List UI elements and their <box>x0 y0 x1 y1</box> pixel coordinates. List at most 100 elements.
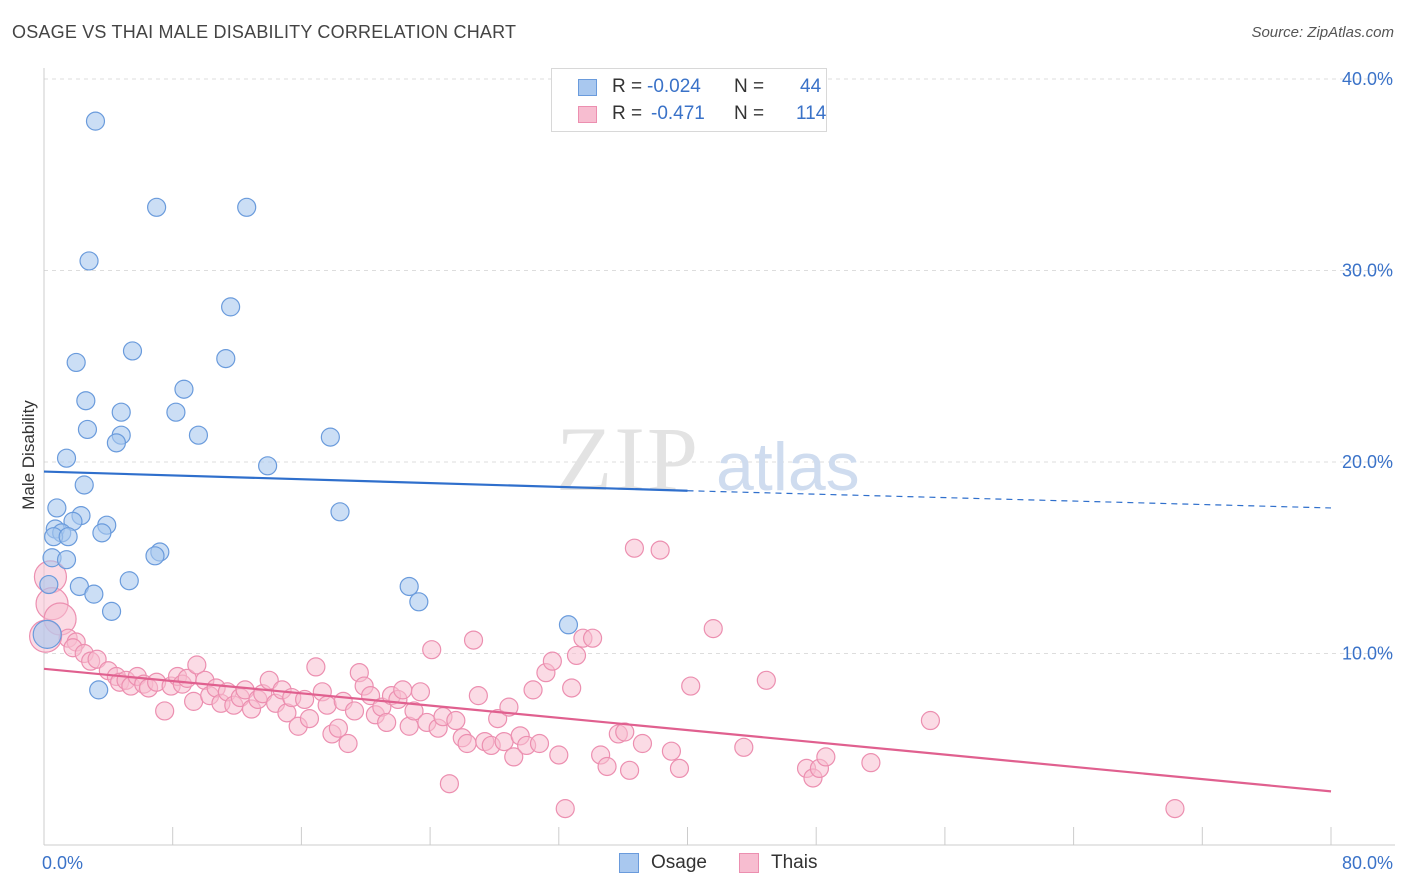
osage-swatch <box>578 79 597 96</box>
y-axis-label: Male Disability <box>19 400 38 510</box>
thais-point <box>504 747 524 767</box>
thais-point <box>582 628 603 648</box>
osage-n-label: N = <box>734 76 765 97</box>
thais-point <box>703 619 723 639</box>
thais-point <box>410 682 431 702</box>
osage-point <box>101 601 122 621</box>
thais-trend-line <box>43 667 1332 793</box>
thais-n-label: N = <box>734 103 765 124</box>
thais-point <box>650 540 670 560</box>
thais-point <box>87 649 107 669</box>
osage-n-value: 44 <box>800 76 822 97</box>
osage-point <box>237 197 257 217</box>
osage-point <box>147 197 167 217</box>
osage-point <box>320 427 340 447</box>
thais-point <box>463 630 484 650</box>
thais-point <box>615 722 635 742</box>
osage-point <box>56 550 77 570</box>
osage-point <box>58 527 78 547</box>
osage-r-value: -0.024 <box>647 76 701 97</box>
thais-point <box>338 733 358 754</box>
thais-legend-label: Thais <box>771 852 818 873</box>
thais-point <box>816 747 836 767</box>
osage-point <box>145 546 165 566</box>
thais-r-label: R = <box>612 103 643 124</box>
osage-point <box>216 348 236 369</box>
osage-series <box>32 111 579 700</box>
osage-point <box>56 448 77 468</box>
y-tick-label: 40.0% <box>1342 69 1393 89</box>
thais-point <box>344 701 365 721</box>
thais-point <box>488 709 508 729</box>
thais-point <box>734 737 754 757</box>
thais-n-value: 114 <box>796 103 827 124</box>
thais-point <box>306 657 326 677</box>
thais-point <box>566 645 587 666</box>
thais-point <box>523 680 543 700</box>
thais-point <box>457 733 477 754</box>
osage-point <box>330 502 350 522</box>
thais-point <box>619 760 640 780</box>
osage-point <box>258 456 278 476</box>
thais-point <box>681 676 701 696</box>
osage-point <box>66 352 86 373</box>
y-tick-label: 10.0% <box>1342 644 1393 664</box>
thais-point <box>756 670 776 690</box>
y-tick-label: 30.0% <box>1342 261 1393 281</box>
osage-point <box>32 619 62 649</box>
x-tick-label-end: 80.0% <box>1342 853 1393 873</box>
thais-point <box>404 701 424 721</box>
thais-point <box>624 538 645 558</box>
thais-point <box>155 701 175 721</box>
osage-point <box>221 297 241 317</box>
osage-point <box>106 433 126 453</box>
thais-point <box>468 686 488 706</box>
thais-point <box>1165 799 1185 819</box>
thais-point <box>632 733 653 754</box>
thais-series <box>29 538 1185 819</box>
chart-source: Source: ZipAtlas.com <box>1251 24 1394 41</box>
thais-point <box>529 733 550 754</box>
thais-point <box>861 753 881 773</box>
osage-point <box>119 571 139 591</box>
osage-point <box>47 498 67 518</box>
osage-point <box>79 251 99 271</box>
thais-r-value: -0.471 <box>651 103 705 124</box>
thais-point <box>446 710 466 731</box>
thais-point <box>920 710 941 731</box>
thais-point <box>597 756 617 777</box>
thais-legend-swatch <box>739 853 759 873</box>
axes <box>43 68 1395 846</box>
osage-r-label: R = <box>612 76 643 97</box>
osage-trend-extension <box>687 490 1332 509</box>
chart-title: OSAGE VS THAI MALE DISABILITY CORRELATIO… <box>12 22 517 42</box>
osage-point <box>92 523 112 543</box>
osage-trend-line <box>43 470 688 492</box>
thais-point <box>661 741 682 761</box>
osage-point <box>174 379 194 399</box>
osage-legend-label: Osage <box>651 852 707 873</box>
thais-point <box>555 799 575 819</box>
osage-point <box>111 402 131 422</box>
thais-point <box>187 655 207 675</box>
osage-point <box>399 576 419 597</box>
osage-point <box>85 111 106 131</box>
x-tick-label-start: 0.0% <box>42 853 83 873</box>
osage-point <box>558 615 579 635</box>
osage-point <box>409 592 429 612</box>
thais-point <box>328 718 349 738</box>
thais-point <box>669 758 690 779</box>
thais-point <box>317 695 337 715</box>
thais-point <box>184 691 204 711</box>
thais-point <box>393 680 413 700</box>
osage-point <box>89 680 109 700</box>
svg-text:ZIP: ZIP <box>556 408 700 510</box>
thais-point <box>542 651 562 671</box>
watermark: ZIP atlas <box>556 408 860 510</box>
osage-point <box>39 574 59 595</box>
tick-labels: 10.0% 20.0% 30.0% 40.0% 0.0% 80.0% <box>42 69 1393 873</box>
osage-point <box>77 419 98 440</box>
thais-point <box>549 745 569 765</box>
osage-legend-swatch <box>619 853 639 873</box>
